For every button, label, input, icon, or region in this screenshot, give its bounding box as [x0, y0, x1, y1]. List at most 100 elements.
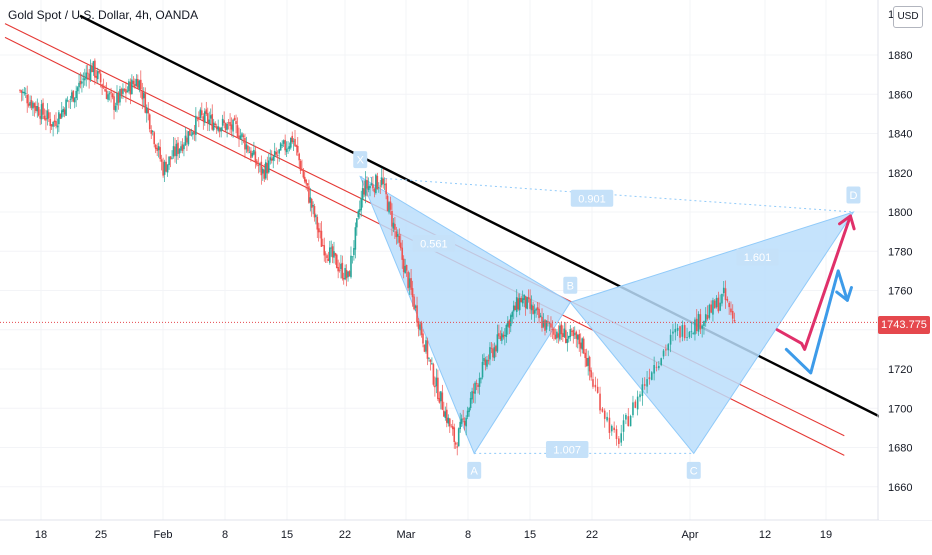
candle-body [551, 329, 554, 330]
candle-body [264, 162, 267, 179]
candle-body [291, 135, 294, 143]
price-axis-tick-label: 1840 [888, 129, 912, 141]
candle-body [544, 319, 546, 331]
candle-body [375, 174, 377, 194]
candle-body [402, 258, 405, 273]
candle-body [438, 397, 441, 403]
candle-body [582, 338, 585, 354]
candle-body [245, 144, 248, 150]
candle-body [317, 228, 320, 233]
candle-body [466, 410, 469, 417]
candle-body [364, 180, 367, 196]
candle-body [294, 138, 296, 146]
candle-body [302, 170, 305, 178]
candle-body [408, 278, 411, 288]
candle-body [141, 91, 144, 100]
pattern-point-label-b: B [567, 280, 574, 292]
candle-body [399, 242, 402, 249]
candle-body [712, 300, 714, 315]
candle-body [490, 347, 493, 349]
candle-body [512, 305, 515, 312]
projection-arrow-pink [775, 214, 852, 351]
candle-body [275, 151, 278, 155]
candle-body [63, 109, 66, 115]
candle-body [728, 302, 730, 308]
candle-body [573, 333, 576, 335]
candle-body [590, 370, 592, 378]
candle-body [209, 115, 212, 119]
pattern-ratio-label-bg [545, 440, 589, 458]
last-price-badge: 1743.775 [878, 316, 930, 334]
candle-body [138, 80, 141, 90]
candle-body [227, 122, 230, 124]
candle-body [501, 333, 503, 341]
candle-body [199, 109, 202, 119]
candle-body [576, 334, 579, 340]
candle-body [58, 112, 60, 125]
candle-body [423, 344, 426, 352]
candle-body [441, 392, 444, 410]
candle-body [451, 426, 454, 430]
candle-body [313, 206, 316, 218]
candle-body [267, 160, 270, 173]
candle-body [434, 385, 436, 388]
candle-body [193, 131, 196, 135]
pattern-point-label-d-bg [846, 186, 861, 204]
candle-body [68, 100, 70, 102]
candle-body [437, 377, 439, 400]
candle-body [601, 408, 604, 412]
pattern-ratio-label: 1.601 [744, 252, 772, 264]
candle-body [350, 255, 352, 278]
candle-body [310, 198, 313, 208]
candle-body [536, 307, 539, 310]
candle-body [78, 82, 80, 88]
price-axis-tick-label: 1720 [888, 364, 912, 376]
candle-body [113, 96, 115, 110]
candle-body [323, 245, 326, 256]
candle-body [137, 78, 139, 88]
candle-body [508, 320, 511, 328]
candle-body [279, 143, 282, 151]
candle-body [23, 91, 26, 94]
candle-body [468, 408, 470, 413]
candle-body [463, 420, 466, 426]
candle-body [20, 90, 23, 93]
candle-body [257, 165, 260, 166]
candle-body [542, 320, 545, 327]
candle-body [529, 298, 531, 309]
pattern-ratio-label-bg [736, 248, 779, 266]
pattern-point-label-x-bg [353, 151, 368, 169]
candle-body [556, 331, 558, 339]
candle-body [144, 93, 147, 113]
time-axis-tick-label: 25 [95, 529, 107, 541]
candle-body [530, 304, 533, 311]
candle-body [489, 347, 491, 360]
candle-body [86, 72, 89, 74]
candle-body [59, 114, 62, 119]
candle-body [299, 160, 302, 171]
projection-arrowhead-blue [835, 286, 853, 302]
candle-body [498, 333, 500, 337]
candle-body [499, 336, 502, 340]
candle-body [81, 81, 83, 84]
candle-body [157, 146, 160, 151]
candle-body [524, 296, 527, 309]
candle-body [260, 161, 263, 176]
candle-body [376, 175, 379, 190]
candle-body [373, 188, 376, 193]
candle-body [394, 223, 396, 230]
candle-body [211, 114, 214, 130]
candle-body [505, 324, 508, 337]
candle-body [646, 379, 648, 387]
candle-body [361, 187, 364, 200]
candle-body [242, 135, 245, 138]
candle-body [140, 79, 142, 90]
candle-body [218, 127, 221, 132]
candle-body [416, 305, 418, 323]
candle-body [320, 230, 323, 247]
currency-button[interactable]: USD [893, 6, 923, 28]
candle-body [163, 161, 166, 175]
price-axis-tick-label: 1760 [888, 286, 912, 298]
